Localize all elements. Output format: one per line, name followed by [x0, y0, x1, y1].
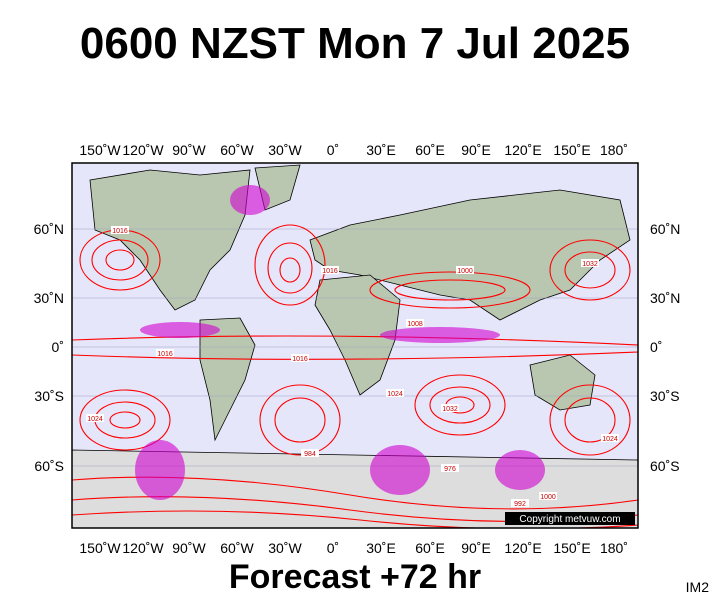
tag: IM2	[686, 579, 710, 595]
lon-label-top: 150˚E	[553, 142, 590, 158]
lon-label-top: 150˚W	[79, 142, 121, 158]
isobar-label-bg	[86, 414, 104, 422]
lat-label-right: 0˚	[650, 339, 662, 355]
lat-label-left: 0˚	[52, 339, 64, 355]
copyright: Copyright metvuw.com	[519, 514, 620, 525]
copyright-box	[505, 512, 635, 525]
isobar-label: 976	[444, 466, 456, 473]
lon-label-top: 30˚W	[268, 142, 302, 158]
lon-label-bottom: 90˚E	[461, 540, 491, 556]
lon-label-top: 90˚E	[461, 142, 491, 158]
lon-label-bottom: 60˚E	[415, 540, 445, 556]
isobar-label-bg	[406, 319, 424, 327]
lon-label-top: 30˚E	[366, 142, 396, 158]
lon-label-bottom: 30˚W	[268, 540, 302, 556]
footer: Forecast +72 hr	[229, 558, 481, 596]
lat-label-left: 60˚S	[34, 458, 64, 474]
isobar-label-bg	[321, 266, 339, 274]
isobar-label: 1016	[322, 268, 338, 275]
title: 0600 NZST Mon 7 Jul 2025	[80, 19, 630, 68]
precipitation	[135, 185, 545, 500]
lat-label-left: 30˚S	[34, 388, 64, 404]
isobar-label-bg	[441, 464, 459, 472]
isobar-label-bg	[156, 349, 174, 357]
isobar-label-bg	[386, 389, 404, 397]
isobar-label-bg	[441, 404, 459, 412]
lon-label-bottom: 150˚E	[553, 540, 590, 556]
lon-label-top: 120˚E	[504, 142, 541, 158]
lon-label-top: 120˚W	[122, 142, 164, 158]
lon-label-bottom: 60˚W	[220, 540, 254, 556]
lat-label-right: 30˚S	[650, 388, 680, 404]
isobar-label-bg	[539, 492, 557, 500]
map-frame	[71, 162, 639, 529]
lon-label-bottom: 120˚W	[122, 540, 164, 556]
lon-label-top: 60˚W	[220, 142, 254, 158]
isobar-label: 984	[304, 451, 316, 458]
lon-label-top: 180˚	[600, 142, 628, 158]
lon-label-top: 90˚W	[172, 142, 206, 158]
map: 1016 1024 1016 1008 1000 1032 1024 1016 984 976 99…	[72, 163, 638, 528]
isobar-label: 1000	[457, 268, 473, 275]
isobar-label-bg	[301, 449, 319, 457]
isobar-label: 1000	[540, 494, 556, 501]
isobar-label-bg	[511, 499, 529, 507]
isobar-label: 1032	[442, 406, 458, 413]
isobar-label: 1016	[292, 356, 308, 363]
isobar-label: 1024	[387, 391, 403, 398]
lat-label-left: 30˚N	[34, 290, 64, 306]
lat-label-left: 60˚N	[34, 221, 64, 237]
lat-label-right: 60˚S	[650, 458, 680, 474]
lon-label-top: 60˚E	[415, 142, 445, 158]
isobar-label-bg	[581, 259, 599, 267]
isobar-label: 1016	[157, 351, 173, 358]
lon-label-bottom: 120˚E	[504, 540, 541, 556]
isobar-label: 1024	[87, 416, 103, 423]
lon-label-bottom: 0˚	[327, 540, 339, 556]
isobar-label: 1024	[602, 436, 618, 443]
isobar-label: 1016	[112, 228, 128, 235]
lat-label-right: 30˚N	[650, 290, 680, 306]
lon-label-bottom: 90˚W	[172, 540, 206, 556]
lon-label-bottom: 150˚W	[79, 540, 121, 556]
isobar-label-bg	[291, 354, 309, 362]
isobar-label: 992	[514, 501, 526, 508]
isobar-label: 1008	[407, 321, 423, 328]
isobar-label: 1032	[582, 261, 598, 268]
isobar-label-bg	[601, 434, 619, 442]
isobar-label-bg	[456, 266, 474, 274]
lat-label-right: 60˚N	[650, 221, 680, 237]
lon-label-bottom: 180˚	[600, 540, 628, 556]
lon-label-bottom: 30˚E	[366, 540, 396, 556]
lon-label-top: 0˚	[327, 142, 339, 158]
isobar-label-bg	[111, 226, 129, 234]
